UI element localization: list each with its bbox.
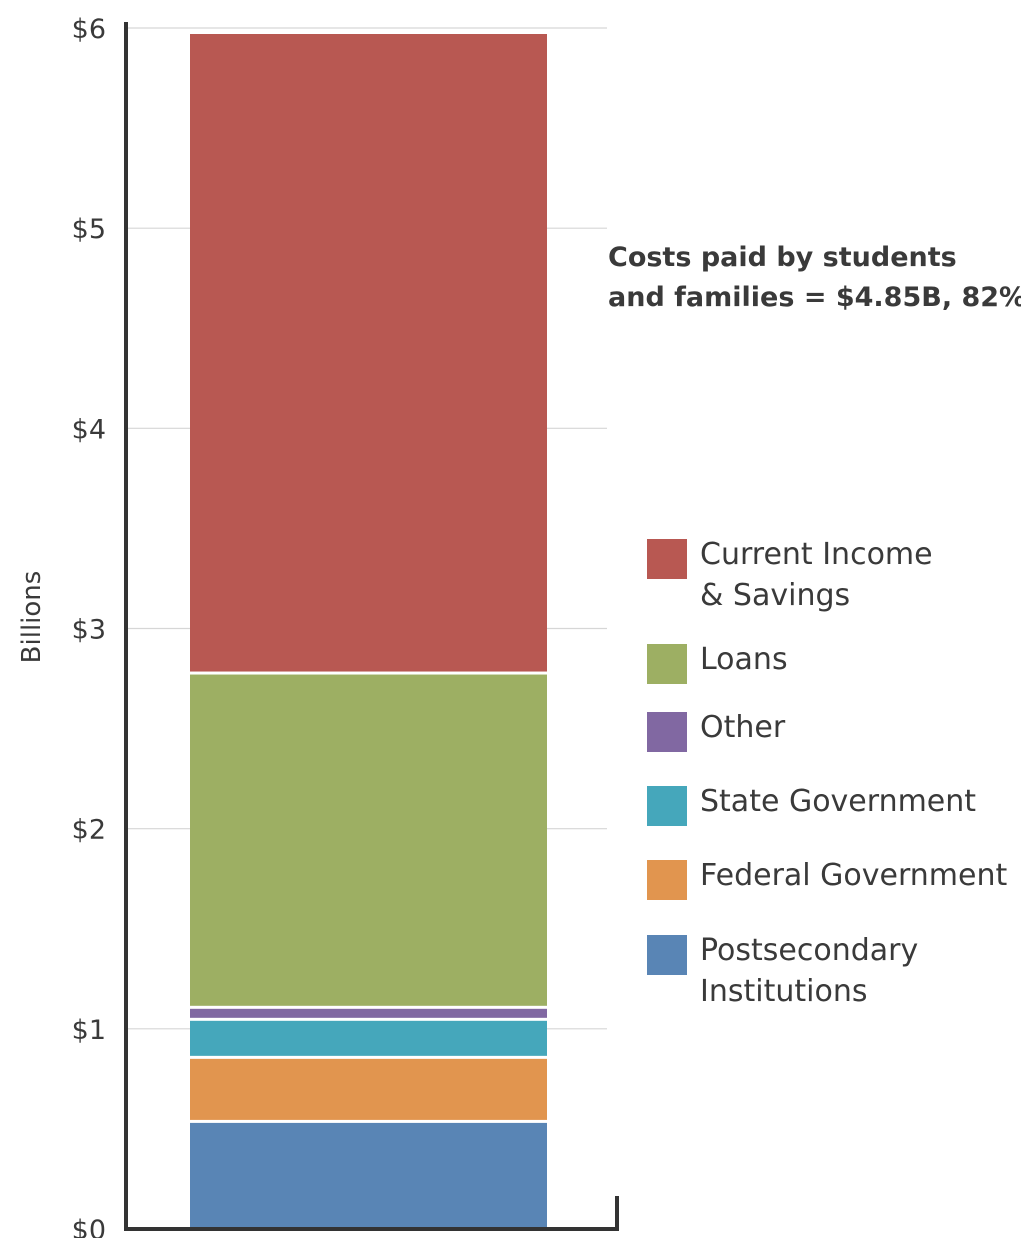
- annotation: Costs paid by students and families = $4…: [608, 238, 1021, 318]
- legend-item: Current Income & Savings: [647, 537, 933, 616]
- y-tick-label: $4: [72, 414, 106, 445]
- legend-item: Loans: [647, 642, 788, 684]
- y-tick-label: $3: [72, 615, 106, 646]
- annotation-line-2: and families = $4.85B, 82%: [608, 282, 1021, 313]
- legend-swatch: [647, 712, 687, 752]
- legend-swatch: [647, 935, 687, 975]
- legend-label-line: Current Income: [700, 537, 933, 572]
- legend-item: Postsecondary Institutions: [647, 933, 918, 1012]
- bar-segment: [190, 674, 547, 1006]
- legend-swatch: [647, 539, 687, 579]
- y-tick-label: $1: [72, 1015, 106, 1046]
- bar-segment: [190, 34, 547, 672]
- y-tick-label: $6: [72, 14, 106, 45]
- legend-swatch: [647, 786, 687, 826]
- legend-label: Other: [700, 707, 785, 748]
- y-tick-label: $0: [72, 1215, 106, 1238]
- legend-label: Federal Government: [700, 855, 1007, 896]
- bar-segment: [190, 1008, 547, 1018]
- legend-label: Current Income & Savings: [700, 534, 933, 616]
- y-tick-label: $5: [72, 214, 106, 245]
- legend-item: State Government: [647, 784, 976, 826]
- legend-label-line: & Savings: [700, 578, 851, 613]
- legend-item: Other: [647, 710, 785, 752]
- bar-segment: [190, 1122, 547, 1229]
- legend-label: State Government: [700, 781, 976, 822]
- legend-swatch: [647, 644, 687, 684]
- legend-label-line: State Government: [700, 784, 977, 819]
- bar-segment: [190, 1020, 547, 1056]
- y-tick-labels: $0 $1 $2 $3 $4 $5 $6: [72, 14, 106, 1238]
- y-tick-label: $2: [72, 815, 106, 846]
- bar-segment: [190, 1058, 547, 1120]
- legend-label-line: Institutions: [700, 974, 868, 1009]
- legend-label-line: Postsecondary: [700, 933, 919, 968]
- legend-label-line: Loans: [700, 642, 788, 677]
- legend-swatch: [647, 860, 687, 900]
- legend-label: Loans: [700, 639, 788, 680]
- y-axis-title: Billions: [17, 571, 47, 664]
- bar-segments: [190, 34, 547, 1229]
- axes: [124, 22, 619, 1231]
- annotation-line-1: Costs paid by students: [608, 242, 957, 273]
- legend-label: Postsecondary Institutions: [700, 930, 918, 1012]
- legend-label-line: Federal Government: [700, 858, 1008, 893]
- legend-item: Federal Government: [647, 858, 1007, 900]
- legend-label-line: Other: [700, 710, 786, 745]
